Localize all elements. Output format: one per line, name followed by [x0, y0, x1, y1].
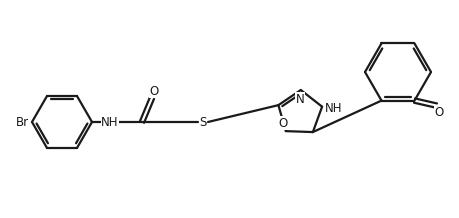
Text: NH: NH	[101, 116, 118, 128]
Text: Br: Br	[16, 116, 29, 128]
Text: NH: NH	[325, 102, 342, 115]
Text: O: O	[434, 106, 443, 119]
Text: N: N	[295, 92, 303, 106]
Text: O: O	[278, 117, 287, 130]
Text: O: O	[149, 85, 158, 97]
Text: S: S	[199, 116, 206, 128]
